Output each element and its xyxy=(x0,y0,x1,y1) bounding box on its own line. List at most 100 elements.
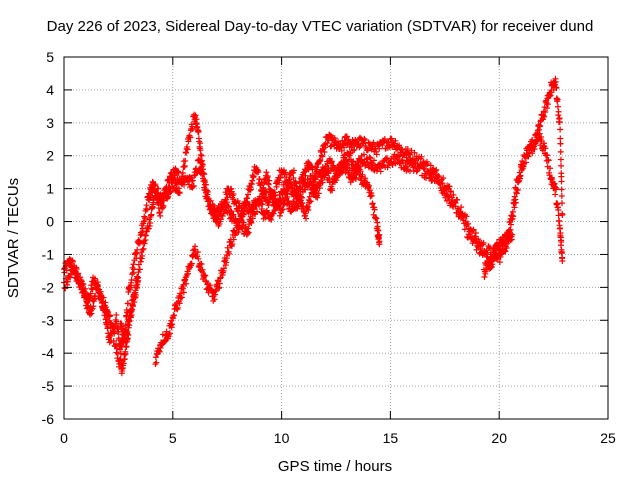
data-point xyxy=(220,265,227,272)
data-point xyxy=(536,130,543,137)
data-point xyxy=(102,309,109,316)
data-point xyxy=(543,100,550,107)
data-point xyxy=(413,168,420,175)
data-point xyxy=(257,198,264,205)
data-point xyxy=(463,222,470,229)
data-point xyxy=(445,193,452,200)
data-point xyxy=(180,289,187,296)
data-point xyxy=(181,162,188,169)
data-point xyxy=(248,219,255,226)
data-point xyxy=(447,188,454,195)
data-point xyxy=(512,199,519,206)
data-point xyxy=(84,298,91,305)
data-point xyxy=(558,238,565,245)
data-point xyxy=(201,186,208,193)
data-point xyxy=(311,179,318,186)
data-point xyxy=(507,218,514,225)
data-point xyxy=(184,146,191,153)
data-point xyxy=(314,194,321,201)
data-point xyxy=(285,177,292,184)
data-point xyxy=(481,250,488,257)
data-point xyxy=(198,267,205,274)
data-point xyxy=(139,246,146,253)
data-point xyxy=(139,225,146,232)
data-point xyxy=(552,78,559,85)
x-tick-label: 20 xyxy=(491,430,507,446)
data-point xyxy=(370,139,377,146)
data-point xyxy=(156,348,163,355)
data-point xyxy=(277,174,284,181)
data-point xyxy=(557,126,564,133)
data-point xyxy=(117,350,124,357)
data-point xyxy=(165,184,172,191)
data-point xyxy=(329,187,336,194)
data-point xyxy=(121,356,128,363)
data-point xyxy=(159,205,166,212)
data-point xyxy=(309,190,316,197)
data-point xyxy=(305,206,312,213)
data-point xyxy=(176,190,183,197)
data-point xyxy=(376,231,383,238)
data-point xyxy=(258,180,265,187)
data-point xyxy=(69,258,76,265)
data-point xyxy=(91,275,98,282)
data-point xyxy=(290,167,297,174)
data-point xyxy=(259,190,266,197)
data-point xyxy=(368,192,375,199)
data-point xyxy=(496,259,503,266)
data-point xyxy=(118,323,125,330)
data-point xyxy=(470,226,477,233)
data-point xyxy=(370,157,377,164)
data-point xyxy=(171,312,178,319)
data-point xyxy=(195,156,202,163)
data-point xyxy=(270,192,277,199)
data-point xyxy=(173,305,180,312)
data-point xyxy=(511,193,518,200)
data-point xyxy=(101,312,108,319)
data-point xyxy=(558,178,565,185)
data-point xyxy=(319,153,326,160)
data-point xyxy=(517,172,524,179)
data-point xyxy=(497,246,504,253)
data-point xyxy=(459,213,466,220)
data-point xyxy=(493,250,500,257)
data-point xyxy=(153,359,160,366)
data-point xyxy=(62,285,69,292)
data-point xyxy=(134,246,141,253)
data-point xyxy=(542,145,549,152)
data-point xyxy=(212,208,219,215)
data-point xyxy=(484,254,491,261)
y-tick-label: -4 xyxy=(42,345,55,361)
data-point xyxy=(195,255,202,262)
data-point xyxy=(347,150,354,157)
data-point xyxy=(128,276,135,283)
data-point xyxy=(469,227,476,234)
data-point xyxy=(139,252,146,259)
data-point xyxy=(450,191,457,198)
data-series xyxy=(152,158,383,368)
data-point xyxy=(229,240,236,247)
data-point xyxy=(303,215,310,222)
data-point xyxy=(254,208,261,215)
data-point xyxy=(88,285,95,292)
data-point xyxy=(363,156,370,163)
x-tick-label: 5 xyxy=(169,430,177,446)
data-point xyxy=(377,168,384,175)
data-point xyxy=(176,300,183,307)
data-point xyxy=(197,140,204,147)
data-point xyxy=(192,243,199,250)
data-point xyxy=(489,257,496,264)
data-point xyxy=(202,189,209,196)
data-point xyxy=(357,168,364,175)
data-point xyxy=(373,151,380,158)
data-point xyxy=(141,240,148,247)
data-point xyxy=(182,157,189,164)
data-point xyxy=(304,176,311,183)
data-point xyxy=(430,169,437,176)
data-point xyxy=(179,170,186,177)
data-point xyxy=(294,186,301,193)
data-point xyxy=(316,180,323,187)
data-point xyxy=(87,290,94,297)
data-point xyxy=(148,211,155,218)
